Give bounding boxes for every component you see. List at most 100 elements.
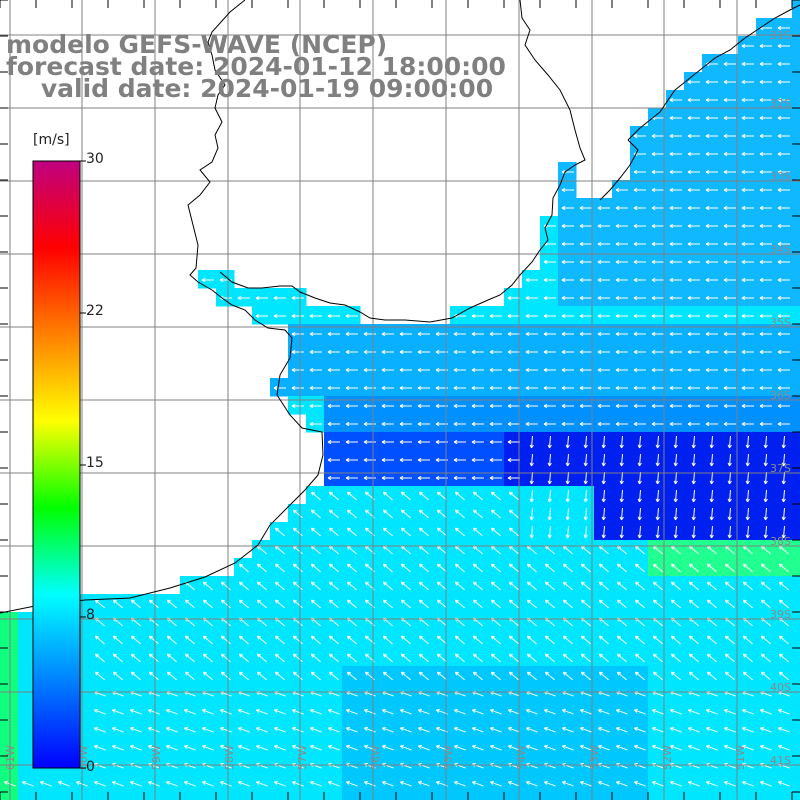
wind-arrow-head (723, 367, 728, 371)
wind-cell (378, 414, 397, 433)
wind-arrow (257, 545, 267, 555)
wind-arrow (707, 653, 717, 663)
wind-arrow-head (346, 762, 350, 765)
wind-arrow-head (508, 762, 512, 765)
wind-arrow-head (382, 762, 386, 765)
wind-arrow (707, 581, 717, 591)
valid-date: valid date: 2024-01-19 09:00:00 (6, 76, 493, 101)
wind-arrow-head (113, 599, 117, 602)
wind-arrow (419, 581, 429, 591)
wind-cell (540, 216, 559, 235)
wind-cell (684, 144, 703, 163)
wind-arrow (400, 745, 412, 751)
wind-arrow (491, 653, 501, 663)
wind-arrow (383, 527, 393, 537)
wind-arrow (746, 471, 750, 485)
wind-cell (630, 396, 649, 415)
wind-arrow (563, 671, 573, 681)
wind-arrow-head (167, 653, 171, 656)
wind-cell (648, 396, 667, 415)
wind-cell (720, 378, 739, 397)
wind-arrow (185, 581, 195, 591)
wind-cell (612, 234, 631, 253)
wind-arrow-head (256, 726, 260, 729)
wind-arrow-head (653, 581, 657, 584)
wind-cell (576, 342, 595, 361)
wind-arrow (257, 599, 267, 609)
wind-arrow-head (40, 780, 44, 783)
wind-arrow-head (669, 421, 674, 425)
wind-cell (756, 414, 775, 433)
wind-arrow-head (256, 744, 260, 747)
wind-cell (18, 792, 37, 800)
wind-arrow-head (760, 726, 764, 729)
wind-arrow (149, 599, 159, 609)
wind-cell (612, 216, 631, 235)
wind-arrow-head (491, 563, 495, 566)
wind-arrow (472, 709, 484, 715)
wind-cell (756, 54, 775, 73)
wind-cell (468, 324, 487, 343)
wind-cell (738, 252, 757, 271)
wind-arrow-head (543, 385, 548, 389)
wind-cell (504, 414, 523, 433)
wind-arrow (473, 653, 483, 663)
wind-cell (792, 108, 800, 127)
wind-arrow-head (327, 439, 332, 443)
wind-arrow-head (419, 635, 423, 638)
wind-cell (630, 360, 649, 379)
wind-cell (666, 216, 685, 235)
wind-arrow-head (673, 516, 676, 521)
wind-arrow-head (723, 259, 728, 263)
wind-cell (648, 486, 667, 505)
wind-arrow-head (651, 133, 656, 137)
wind-arrow-head (381, 421, 386, 425)
wind-arrow-head (598, 762, 602, 765)
wind-arrow-head (687, 277, 692, 281)
wind-arrow-head (727, 516, 730, 521)
wind-arrow (257, 653, 267, 663)
wind-arrow-head (651, 331, 656, 335)
wind-arrow-head (561, 385, 566, 389)
wind-arrow (167, 671, 177, 681)
wind-arrow-head (238, 708, 242, 711)
wind-arrow (22, 781, 34, 787)
wind-arrow-head (687, 331, 692, 335)
wind-arrow-head (455, 563, 459, 566)
wind-arrow-head (634, 744, 638, 747)
wind-cell (792, 54, 800, 73)
wind-arrow (130, 781, 142, 787)
wind-arrow-head (545, 653, 549, 656)
wind-arrow-head (328, 762, 332, 765)
wind-cell (576, 234, 595, 253)
wind-cell (792, 144, 800, 163)
wind-arrow-head (382, 780, 386, 783)
wind-arrow-head (525, 313, 530, 317)
wind-arrow-head (651, 313, 656, 317)
wind-arrow-head (687, 169, 692, 173)
wind-cell (576, 522, 595, 541)
wind-arrow-head (437, 581, 441, 584)
wind-cell (432, 378, 451, 397)
wind-arrow-head (563, 653, 567, 656)
wind-cell (738, 522, 757, 541)
wind-arrow-head (529, 480, 532, 485)
wind-arrow (509, 563, 519, 573)
wind-cell (792, 468, 800, 487)
wind-arrow (221, 581, 231, 591)
wind-arrow-head (363, 457, 368, 461)
wind-arrow-head (309, 313, 314, 317)
wind-arrow (527, 635, 537, 645)
wind-arrow (455, 527, 465, 537)
wind-arrow-head (4, 780, 8, 783)
wind-arrow (238, 727, 250, 733)
wind-arrow-head (491, 527, 495, 530)
wind-cell (702, 288, 721, 307)
wind-arrow-head (148, 726, 152, 729)
wind-arrow-head (364, 780, 368, 783)
wind-arrow-head (293, 599, 297, 602)
wind-arrow-head (617, 599, 621, 602)
wind-cell (702, 414, 721, 433)
wind-arrow-head (637, 462, 640, 467)
wind-arrow-head (777, 295, 782, 299)
